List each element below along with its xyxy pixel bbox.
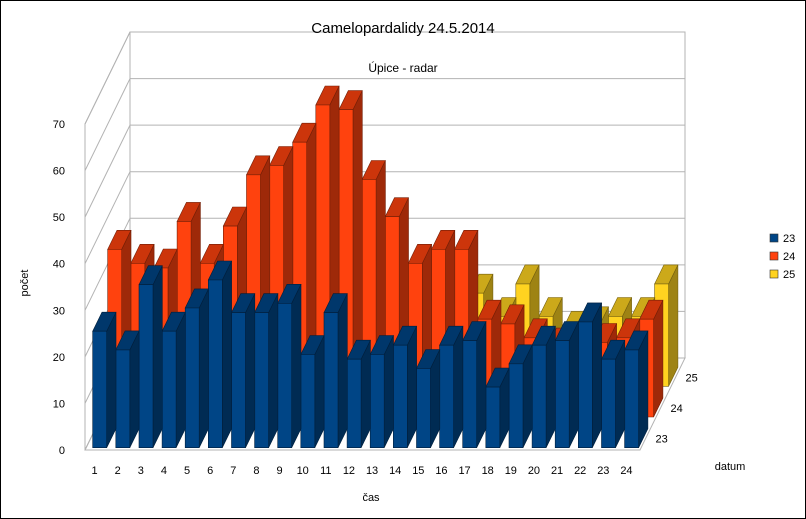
bar bbox=[138, 265, 163, 449]
gridline bbox=[84, 217, 685, 311]
chart-title: Camelopardalidy 24.5.2014 bbox=[311, 20, 494, 37]
x-tick-label: 9 bbox=[277, 465, 283, 477]
x-tick-label: 2 bbox=[115, 465, 121, 477]
x-tick-label: 15 bbox=[412, 465, 424, 477]
x-tick-label: 11 bbox=[320, 465, 331, 477]
bar bbox=[531, 325, 556, 449]
x-tick-label: 19 bbox=[505, 465, 517, 477]
bar bbox=[369, 335, 394, 449]
x-tick-label: 18 bbox=[482, 465, 494, 477]
bar bbox=[207, 260, 233, 449]
x-tick-label: 17 bbox=[458, 465, 470, 477]
legend-item: 24 bbox=[769, 251, 795, 263]
x-tick-label: 16 bbox=[435, 465, 447, 477]
bar bbox=[577, 302, 603, 449]
gridline bbox=[84, 31, 685, 125]
x-tick-label: 14 bbox=[389, 465, 401, 477]
bar bbox=[323, 293, 348, 449]
bar bbox=[416, 349, 441, 449]
legend-label: 24 bbox=[783, 251, 795, 263]
x-tick-labels: 1 2 3 4 5 6 7 8 9 10 11 12 13 14 15 16 17 18 19 20 21 22 23 24 bbox=[92, 465, 633, 477]
y-tick-label: 50 bbox=[53, 212, 65, 224]
y-tick-label: 40 bbox=[53, 259, 65, 271]
depth-tick-label: 23 bbox=[656, 434, 668, 446]
x-tick-label: 5 bbox=[184, 465, 190, 477]
bar bbox=[624, 330, 649, 449]
chart-legend: 23 24 25 bbox=[769, 233, 795, 281]
legend-swatch bbox=[769, 233, 779, 243]
y-tick-label: 70 bbox=[53, 119, 65, 131]
depth-axis-label: datum bbox=[715, 461, 746, 473]
x-tick-label: 13 bbox=[366, 465, 378, 477]
bar bbox=[462, 321, 487, 449]
legend-swatch bbox=[769, 269, 779, 279]
y-tick-label: 60 bbox=[53, 166, 65, 178]
depth-tick-label: 25 bbox=[686, 372, 698, 384]
x-tick-label: 24 bbox=[620, 465, 632, 477]
bar bbox=[439, 325, 464, 449]
bar bbox=[254, 293, 279, 449]
depth-tick-labels: 23 24 25 bbox=[656, 372, 698, 445]
y-tick-label: 10 bbox=[53, 398, 65, 410]
bar bbox=[231, 293, 256, 449]
x-tick-label: 10 bbox=[297, 465, 309, 477]
x-tick-label: 7 bbox=[230, 465, 236, 477]
bar bbox=[346, 339, 371, 449]
y-tick-label: 0 bbox=[59, 445, 65, 457]
x-tick-label: 12 bbox=[343, 465, 355, 477]
x-tick-label: 3 bbox=[138, 465, 144, 477]
y-tick-labels: 0 10 20 30 40 50 60 70 bbox=[53, 119, 65, 457]
bar bbox=[277, 283, 302, 449]
bar bbox=[485, 367, 510, 449]
legend-label: 23 bbox=[783, 233, 795, 245]
bar bbox=[554, 321, 579, 449]
x-tick-label: 8 bbox=[253, 465, 259, 477]
x-axis-label: čas bbox=[362, 492, 380, 504]
bar bbox=[161, 311, 186, 449]
gridline bbox=[84, 124, 685, 218]
bar bbox=[92, 311, 117, 449]
bar bbox=[184, 288, 209, 449]
x-tick-label: 21 bbox=[551, 465, 563, 477]
legend-item: 25 bbox=[769, 269, 795, 281]
chart-subtitle: Úpice - radar bbox=[368, 60, 437, 75]
gridline bbox=[84, 171, 685, 264]
legend-label: 25 bbox=[783, 269, 795, 281]
x-tick-label: 4 bbox=[161, 465, 167, 477]
legend-swatch bbox=[769, 251, 779, 261]
y-tick-label: 30 bbox=[53, 305, 65, 317]
bar bbox=[508, 344, 533, 449]
x-tick-label: 23 bbox=[597, 465, 609, 477]
x-tick-label: 22 bbox=[574, 465, 586, 477]
bar bbox=[392, 325, 418, 449]
legend-item: 23 bbox=[769, 233, 795, 245]
depth-tick-label: 24 bbox=[671, 403, 683, 415]
x-tick-label: 20 bbox=[528, 465, 540, 477]
gridline bbox=[84, 78, 685, 171]
y-tick-label: 20 bbox=[53, 352, 65, 364]
y-axis-label: počet bbox=[19, 270, 31, 297]
chart-bars bbox=[92, 85, 679, 449]
bar bbox=[601, 339, 626, 449]
x-tick-label: 6 bbox=[207, 465, 213, 477]
series-23-bars bbox=[92, 260, 649, 449]
bar bbox=[115, 330, 140, 449]
bar bbox=[300, 335, 325, 449]
x-tick-label: 1 bbox=[92, 465, 98, 477]
